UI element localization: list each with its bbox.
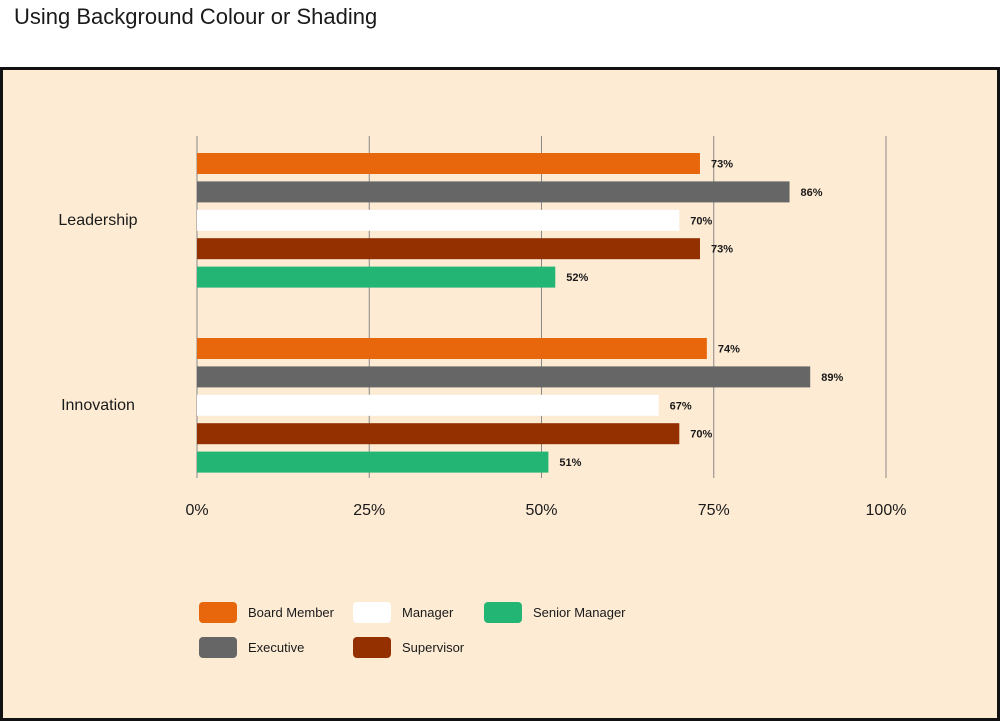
data-label: 73% <box>711 244 733 256</box>
bar-executive <box>197 181 790 203</box>
bar-manager <box>197 394 659 416</box>
x-tick-label: 100% <box>866 502 907 519</box>
bar-manager <box>197 209 680 231</box>
bar-board-member <box>197 153 700 174</box>
bar-board-member <box>197 338 707 359</box>
bar-executive <box>197 366 811 388</box>
data-label: 73% <box>711 159 733 171</box>
x-tick-label: 0% <box>185 502 208 519</box>
x-tick-label: 50% <box>525 502 557 519</box>
data-label: 89% <box>821 372 843 384</box>
legend-swatch <box>199 602 237 623</box>
legend-label: Senior Manager <box>533 605 626 620</box>
legend-swatch <box>353 602 391 623</box>
legend-label: Board Member <box>248 605 335 620</box>
data-label: 67% <box>670 400 692 412</box>
legend-swatch <box>353 637 391 658</box>
data-label: 70% <box>690 429 712 441</box>
bar-senior-manager <box>197 266 556 288</box>
bar-supervisor <box>197 238 700 260</box>
legend-swatch <box>199 637 237 658</box>
legend-label: Manager <box>402 605 454 620</box>
legend-label: Executive <box>248 640 304 655</box>
chart-panel: 73% 74% 86% 89% 70% 67% 73% 70% 52% 51% Leadership… <box>0 67 1000 721</box>
category-label: Leadership <box>58 212 137 229</box>
category-label: Innovation <box>61 397 135 414</box>
data-label: 70% <box>690 215 712 227</box>
legend-swatch <box>484 602 522 623</box>
x-tick-label: 75% <box>698 502 730 519</box>
bar-chart: 73% 74% 86% 89% 70% 67% 73% 70% 52% 51% Leadership… <box>58 136 907 658</box>
data-label: 74% <box>718 344 740 356</box>
data-label: 51% <box>559 457 581 469</box>
legend-label: Supervisor <box>402 640 465 655</box>
data-label: 52% <box>566 272 588 284</box>
page-title: Using Background Colour or Shading <box>14 4 378 29</box>
data-label: 86% <box>801 187 823 199</box>
bar-senior-manager <box>197 451 549 473</box>
bar-supervisor <box>197 423 680 445</box>
x-tick-label: 25% <box>353 502 385 519</box>
